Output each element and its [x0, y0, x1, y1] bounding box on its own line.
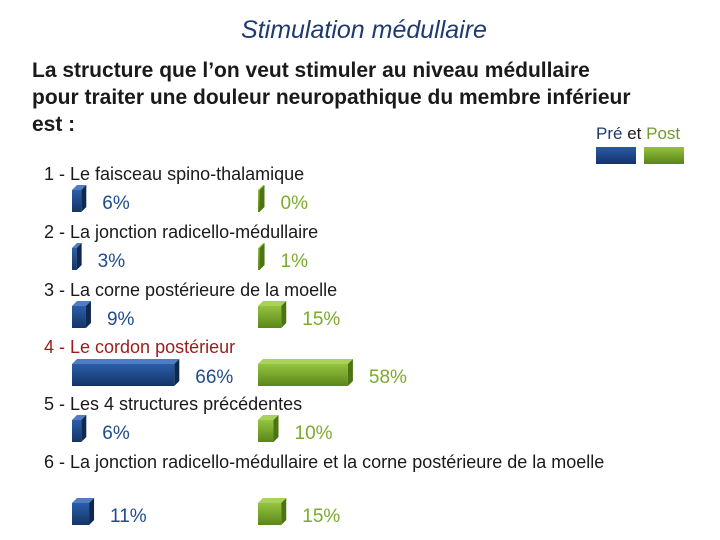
bar-pre-3	[72, 301, 91, 328]
legend-post-swatch	[644, 147, 684, 164]
bar-post-1	[258, 185, 265, 212]
answer-label-5: 5 - Les 4 structures précédentes	[44, 394, 303, 414]
legend-post-label: Post	[646, 124, 681, 143]
bar-post-2	[258, 243, 265, 270]
bar-post-6	[258, 498, 287, 525]
bar-pre-6	[72, 498, 95, 525]
answer-label-1: 1 - Le faisceau spino-thalamique	[44, 164, 305, 184]
legend-pre-label: Pré	[596, 124, 623, 143]
bar-post-4	[258, 359, 353, 386]
data-label-post-5: 10%	[295, 423, 333, 444]
bar-pre-5	[72, 415, 87, 442]
bar-pre-4	[72, 359, 180, 386]
question-text: La structure que l’on veut stimuler au n…	[32, 59, 631, 136]
answer-label-2: 2 - La jonction radicello-médullaire	[44, 222, 319, 242]
data-label-post-2: 1%	[281, 251, 309, 272]
data-label-post-6: 15%	[302, 506, 340, 527]
bar-post-3	[258, 301, 287, 328]
legend-separator: et	[627, 124, 642, 143]
data-label-pre-2: 3%	[98, 251, 126, 272]
data-label-post-1: 0%	[281, 193, 309, 214]
bar-pre-2	[72, 243, 82, 270]
data-label-pre-3: 9%	[107, 309, 135, 330]
answer-label-3: 3 - La corne postérieure de la moelle	[44, 280, 338, 300]
legend: Pré et Post	[592, 124, 702, 168]
bar-pre-1	[72, 185, 87, 212]
legend-pre-swatch	[596, 147, 636, 164]
answer-label-4: 4 - Le cordon postérieur	[44, 337, 236, 357]
data-label-post-4: 58%	[369, 367, 407, 388]
answer-label-6: 6 - La jonction radicello-médullaire et …	[44, 452, 605, 472]
slide-title: Stimulation médullaire	[241, 16, 487, 44]
data-label-pre-6: 11%	[110, 506, 147, 527]
data-label-pre-4: 66%	[195, 367, 233, 388]
data-label-post-3: 15%	[302, 309, 340, 330]
data-label-pre-1: 6%	[102, 193, 130, 214]
legend-text: Pré et Post	[596, 124, 680, 144]
bar-post-5	[258, 415, 279, 442]
data-label-pre-5: 6%	[102, 423, 130, 444]
